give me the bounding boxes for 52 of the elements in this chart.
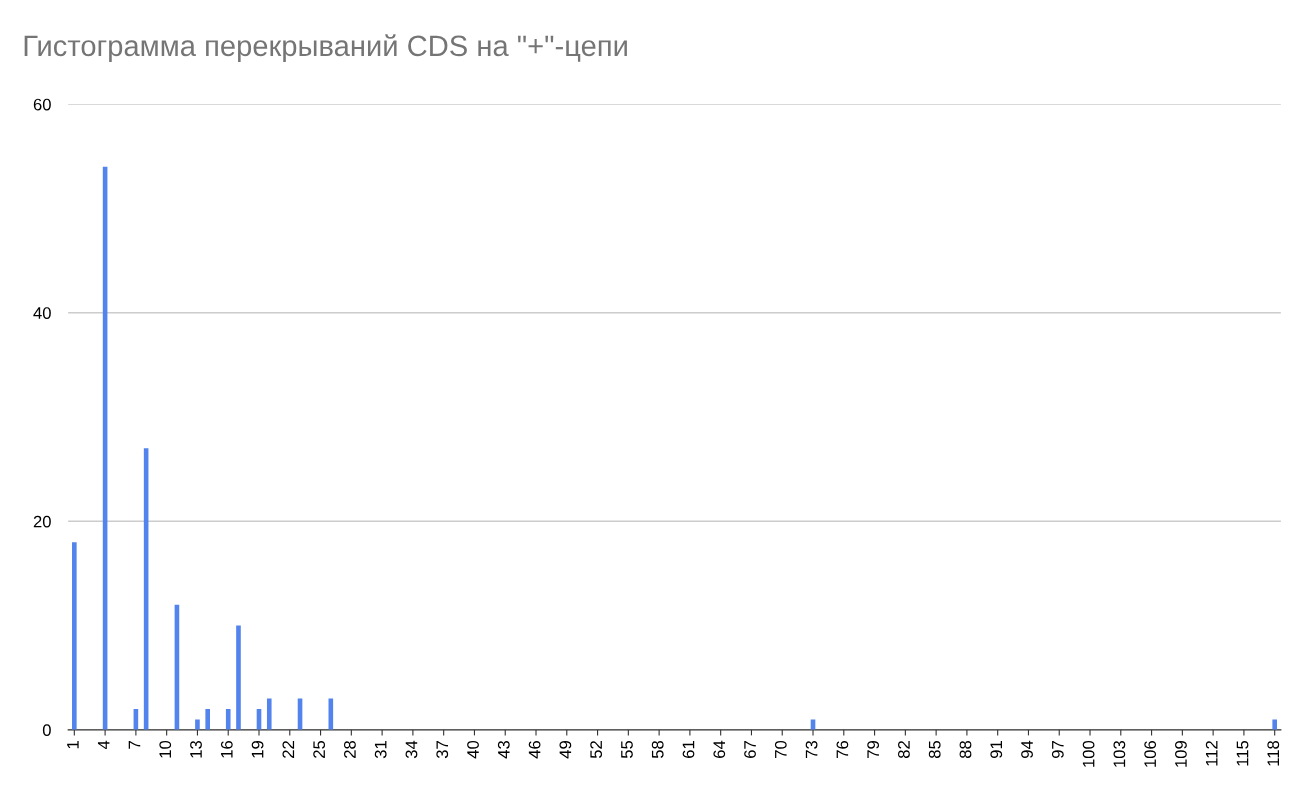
x-tick-label: 79	[867, 741, 880, 758]
x-tick-label: 19	[251, 741, 264, 758]
x-tick-label: 58	[651, 740, 664, 759]
x-tick-label: 67	[744, 741, 756, 758]
x-tick-label: 73	[805, 740, 818, 758]
x-tick-label: 109	[1175, 741, 1187, 767]
x-tick-label: 112	[1205, 741, 1218, 766]
x-tick-label: 34	[405, 740, 418, 759]
y-tick-label: 40	[33, 307, 51, 319]
x-tick-label: 103	[1113, 740, 1126, 767]
x-tick-label: 52	[590, 741, 603, 759]
bar	[236, 625, 241, 730]
x-tick-label: 43	[497, 740, 510, 759]
x-tick-label: 46	[528, 740, 541, 759]
x-tick-label: 94	[1021, 740, 1033, 758]
x-tick-label: 97	[1051, 741, 1064, 758]
bar	[195, 719, 200, 730]
x-tick-label: 7	[128, 741, 141, 749]
x-tick-label: 76	[836, 740, 849, 758]
x-tick-label: 49	[559, 741, 572, 759]
x-tick-label: 64	[713, 740, 726, 758]
x-tick-label: 13	[190, 740, 202, 758]
x-tick-label: 22	[282, 741, 295, 758]
x-tick-label: 70	[774, 740, 787, 758]
bar	[72, 542, 77, 730]
bar	[205, 708, 211, 730]
bar	[266, 698, 272, 730]
x-tick-label: 25	[313, 740, 326, 758]
y-tick-label: 20	[33, 515, 51, 528]
x-tick-label: 100	[1082, 740, 1095, 767]
x-tick-label: 28	[344, 740, 356, 758]
x-tick-label: 118	[1267, 740, 1280, 766]
x-tick-label: 16	[220, 740, 233, 758]
x-tick-label: 115	[1236, 740, 1249, 766]
x-tick-label: 88	[959, 740, 972, 759]
x-tick-label: 37	[436, 741, 449, 759]
chart-title: Гистограмма перекрываний CDS на "+"-цепи	[24, 34, 627, 62]
y-tick-label: 0	[42, 724, 51, 737]
x-tick-label: 106	[1144, 740, 1157, 767]
x-tick-label: 61	[682, 741, 695, 758]
x-tick-label: 1	[67, 741, 79, 749]
bar	[225, 708, 231, 730]
x-tick-label: 31	[374, 741, 387, 759]
x-tick-label: 40	[467, 740, 479, 759]
x-tick-label: 55	[621, 740, 633, 759]
bar	[1272, 719, 1277, 730]
y-tick-label: 60	[33, 98, 51, 111]
x-tick-label: 91	[990, 741, 1003, 758]
x-tick-label: 10	[159, 740, 172, 758]
x-tick-label: 82	[898, 741, 910, 759]
x-tick-label: 85	[928, 740, 941, 759]
x-tick-label: 4	[97, 740, 110, 750]
